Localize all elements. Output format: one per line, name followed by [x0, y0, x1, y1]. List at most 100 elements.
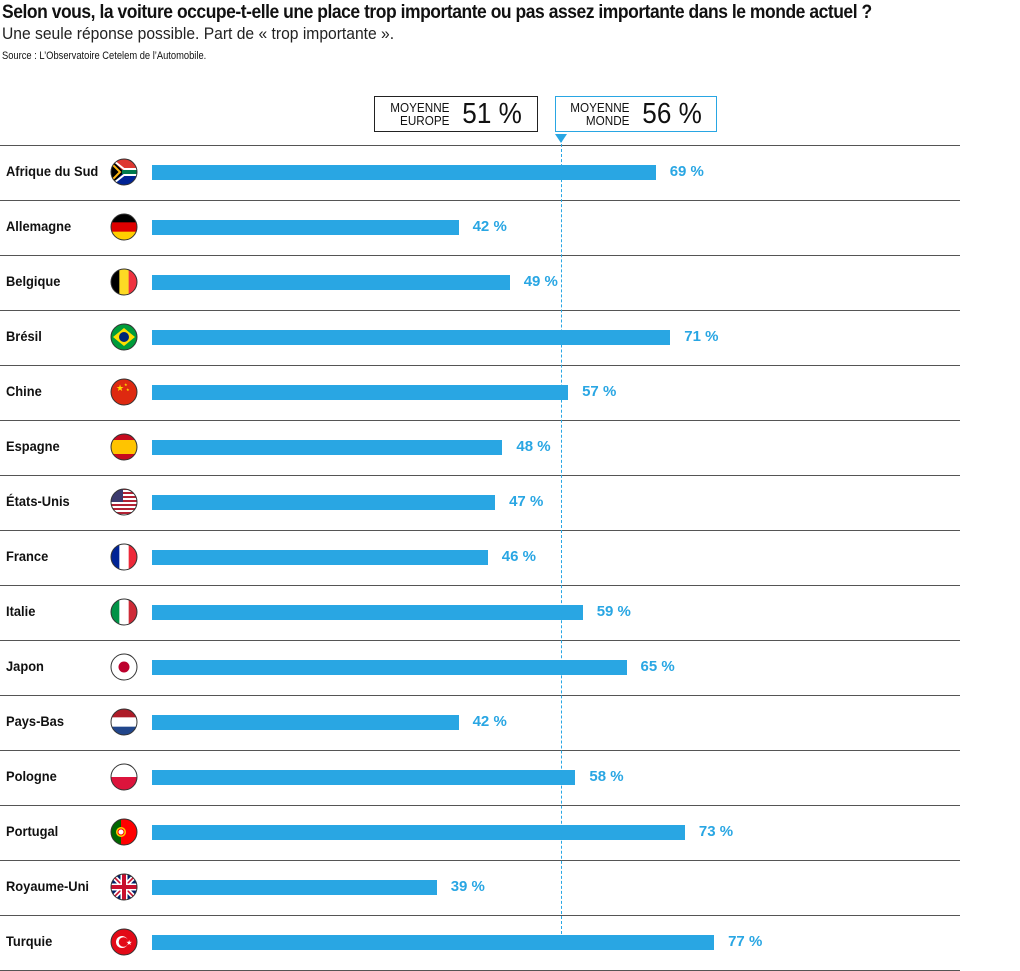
bar: [152, 715, 459, 730]
row-separator: [0, 640, 960, 641]
row-separator: [0, 365, 960, 366]
bar: [152, 385, 569, 400]
value-label: 58 %: [589, 768, 624, 785]
value-label: 48 %: [516, 438, 551, 455]
category-label: Brésil: [6, 328, 42, 344]
row-separator: [0, 145, 960, 146]
world-average-label: MOYENNE MONDE: [570, 100, 630, 128]
flag-nl-icon: [110, 708, 138, 741]
category-label: Chine: [6, 383, 42, 399]
svg-text:★: ★: [126, 387, 130, 392]
value-label: 39 %: [450, 878, 485, 895]
value-label: 71 %: [684, 328, 719, 345]
category-label: Pologne: [6, 768, 57, 784]
category-label: France: [6, 548, 49, 564]
bar: [152, 880, 437, 895]
bar: [152, 935, 715, 950]
row-separator: [0, 695, 960, 696]
row-separator: [0, 420, 960, 421]
bar-row: Belgique 49 %: [0, 255, 960, 310]
value-label: 65 %: [640, 658, 675, 675]
bar-row: Royaume-Uni 39 %: [0, 860, 960, 915]
value-label: 73 %: [698, 823, 734, 840]
svg-text:★: ★: [126, 939, 132, 947]
flag-br-icon: [110, 323, 138, 356]
flag-us-icon: [110, 488, 138, 521]
category-label: Belgique: [6, 273, 61, 289]
flag-pl-icon: [110, 763, 138, 796]
category-label: Pays-Bas: [6, 713, 65, 729]
bar-row: Espagne 48 %: [0, 420, 960, 475]
row-separator: [0, 200, 960, 201]
bar-row: Afrique du Sud 69 %: [0, 145, 960, 200]
row-separator: [0, 805, 960, 806]
flag-fr-icon: [110, 543, 138, 576]
bar: [152, 165, 656, 180]
flag-be-icon: [110, 268, 138, 301]
category-label: Allemagne: [6, 218, 72, 234]
value-label: 47 %: [509, 493, 544, 510]
value-label: 42 %: [472, 218, 507, 235]
bar: [152, 495, 496, 510]
bar-row: Pays-Bas 42 %: [0, 695, 960, 750]
row-separator: [0, 475, 960, 476]
flag-gb-icon: [110, 873, 138, 906]
category-label: États-Unis: [6, 493, 70, 509]
bar: [152, 550, 488, 565]
category-label: Royaume-Uni: [6, 878, 90, 894]
bar-row: Chine ★ ★ ★ 57 %: [0, 365, 960, 420]
bar: [152, 825, 685, 840]
europe-average-box: MOYENNE EUROPE 51 %: [374, 96, 538, 132]
row-separator: [0, 915, 960, 916]
flag-cn-icon: ★ ★ ★: [110, 378, 138, 411]
row-separator: [0, 860, 960, 861]
category-label: Espagne: [6, 438, 60, 454]
value-label: 49 %: [523, 273, 558, 290]
row-separator: [0, 530, 960, 531]
category-label: Turquie: [6, 933, 53, 949]
flag-za-icon: [110, 158, 138, 191]
bar-row: France 46 %: [0, 530, 960, 585]
flag-it-icon: [110, 598, 138, 631]
chart-title: Selon vous, la voiture occupe-t-elle une…: [2, 2, 872, 23]
flag-tr-icon: ★: [110, 928, 138, 961]
row-separator: [0, 255, 960, 256]
flag-jp-icon: [110, 653, 138, 686]
bar-row: Italie 59 %: [0, 585, 960, 640]
value-label: 69 %: [669, 163, 704, 180]
bar: [152, 770, 576, 785]
value-label: 46 %: [501, 548, 536, 565]
bar: [152, 660, 627, 675]
chart-source: Source : L’Observatoire Cetelem de l’Aut…: [2, 50, 207, 62]
svg-text:★: ★: [116, 383, 124, 393]
category-label: Italie: [6, 603, 36, 619]
bar-row: Allemagne 42 %: [0, 200, 960, 255]
bar: [152, 330, 671, 345]
bar: [152, 220, 459, 235]
bar-row: Pologne 58 %: [0, 750, 960, 805]
value-label: 59 %: [596, 603, 631, 620]
value-label: 42 %: [472, 713, 507, 730]
bar-row: Brésil 71 %: [0, 310, 960, 365]
world-average-box: MOYENNE MONDE 56 %: [555, 96, 717, 132]
world-average-value: 56 %: [642, 97, 702, 130]
category-label: Japon: [6, 658, 44, 674]
world-average-line: [560, 134, 562, 934]
europe-average-value: 51 %: [462, 97, 522, 130]
flag-es-icon: [110, 433, 138, 466]
svg-text:★: ★: [124, 382, 128, 387]
row-separator: [0, 750, 960, 751]
bar-row: Japon 65 %: [0, 640, 960, 695]
bar: [152, 605, 583, 620]
value-label: 57 %: [582, 383, 617, 400]
bar: [152, 275, 510, 290]
bar-row: Portugal 73 %: [0, 805, 960, 860]
bar-row: Turquie ★ 77 %: [0, 915, 960, 970]
bar: [152, 440, 503, 455]
flag-de-icon: [110, 213, 138, 246]
bar-row: États-Unis 47 %: [0, 475, 960, 530]
flag-pt-icon: [110, 818, 138, 851]
category-label: Afrique du Sud: [6, 163, 99, 179]
row-separator: [0, 585, 960, 586]
value-label: 77 %: [728, 933, 763, 950]
